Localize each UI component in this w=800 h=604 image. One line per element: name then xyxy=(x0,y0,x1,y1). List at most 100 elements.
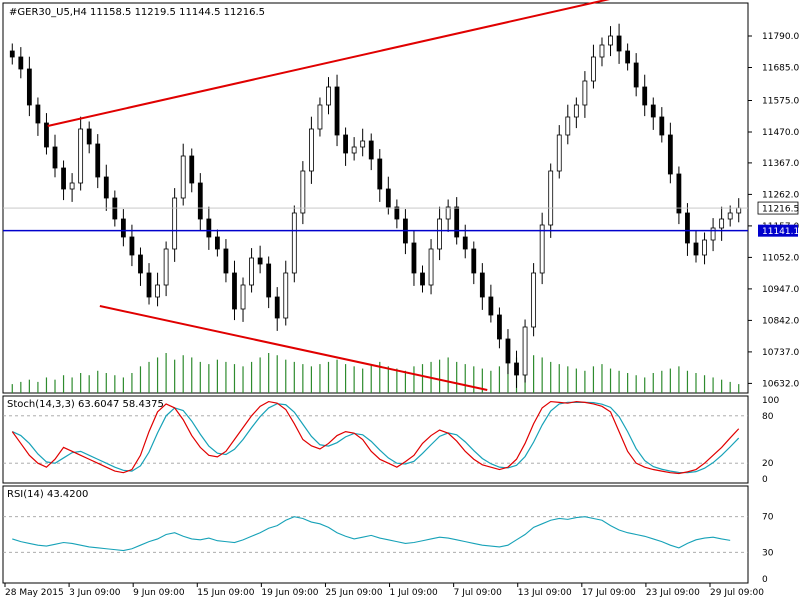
candle-body xyxy=(736,207,742,214)
candle-body xyxy=(206,218,212,238)
candle-body xyxy=(69,182,75,190)
price-tick-label: 10632.0 xyxy=(762,379,799,389)
x-tick-label: 1 Jul 09:00 xyxy=(390,588,439,598)
candle-body xyxy=(479,272,485,298)
candle-body xyxy=(394,206,400,220)
stoch-panel-frame xyxy=(2,395,749,484)
x-tick-label: 3 Jun 09:00 xyxy=(69,588,121,598)
candle-body xyxy=(428,248,434,286)
price-axis-layer: 11790.0 11685.0 11575.0 11470.0 11367.0 11262… xyxy=(748,32,799,389)
stoch-tick-label: 80 xyxy=(762,412,774,422)
candle-body xyxy=(197,182,203,220)
price-tick-label: 11262.0 xyxy=(762,190,799,200)
candle-body xyxy=(727,212,733,220)
candle-body xyxy=(599,44,605,58)
candle-body xyxy=(497,314,502,340)
candle-body xyxy=(257,257,263,265)
support-price-label: 11141.1 xyxy=(762,227,799,237)
stoch-tick-label: 0 xyxy=(762,475,768,485)
candle-body xyxy=(214,236,220,250)
candle-body xyxy=(625,50,631,64)
candle-body xyxy=(266,263,272,298)
candle-body xyxy=(514,362,519,376)
candle-body xyxy=(138,254,143,274)
candle-body xyxy=(719,218,725,229)
candle-body xyxy=(309,128,314,172)
rsi-tick-label: 30 xyxy=(762,548,774,558)
candle-body xyxy=(291,212,297,274)
candle-body xyxy=(86,128,92,145)
x-tick-label: 28 May 2015 xyxy=(5,588,64,598)
stoch-tick-label: 100 xyxy=(762,396,779,406)
candle-body xyxy=(52,146,58,169)
trendline-upper xyxy=(47,0,611,127)
x-axis-layer: 28 May 2015 3 Jun 09:00 9 Jun 09:00 15 Jun … xyxy=(4,583,764,598)
trendline-lower xyxy=(99,305,488,391)
price-tick-label: 11790.0 xyxy=(762,32,799,42)
candle-body xyxy=(445,206,451,220)
candle-body xyxy=(488,296,494,316)
candle-body xyxy=(326,86,331,106)
candle-body xyxy=(556,134,562,172)
candle-body xyxy=(129,236,135,256)
candle-body xyxy=(659,116,665,136)
volume-layer xyxy=(11,353,740,393)
stoch-d-line xyxy=(12,401,740,474)
current-price-label: 11216.5 xyxy=(762,205,799,215)
candle-body xyxy=(591,56,596,82)
candle-body xyxy=(616,35,622,52)
candle-body xyxy=(385,188,391,208)
x-tick-label: 23 Jul 09:00 xyxy=(646,588,700,598)
candle-body xyxy=(232,272,237,310)
x-tick-label: 9 Jun 09:00 xyxy=(133,588,185,598)
x-tick-label: 29 Jul 09:00 xyxy=(710,588,764,598)
candle-body xyxy=(462,236,468,250)
current-price-box xyxy=(757,201,799,215)
candle-body xyxy=(693,242,699,256)
price-tick-label: 11470.0 xyxy=(762,128,799,138)
x-tick-label: 7 Jul 09:00 xyxy=(454,588,503,598)
candle-body xyxy=(9,50,15,58)
candle-body xyxy=(420,272,425,286)
candle-body xyxy=(633,62,639,88)
support-price-box xyxy=(758,224,798,237)
symbol-header: #GER30_U5,H4 11158.5 11219.5 11144.5 112… xyxy=(9,7,265,18)
candle-body xyxy=(35,104,41,124)
candle-body xyxy=(650,104,656,118)
stoch-tick-label: 20 xyxy=(762,459,774,469)
candle-body xyxy=(573,104,579,118)
price-tick-label: 10842.0 xyxy=(762,316,799,326)
candle-body xyxy=(223,248,229,274)
x-tick-label: 17 Jul 09:00 xyxy=(582,588,636,598)
candle-body xyxy=(411,242,417,274)
candle-body xyxy=(274,296,280,319)
stoch-k-line xyxy=(11,400,740,475)
price-tick-label: 10947.0 xyxy=(762,285,799,295)
candle-body xyxy=(368,140,374,160)
candle-body xyxy=(180,155,186,199)
rsi-axis-layer: 70 30 0 xyxy=(762,513,774,585)
candle-body xyxy=(351,146,357,154)
price-tick-label: 11052.0 xyxy=(762,253,799,263)
candle-body xyxy=(120,218,126,238)
candle-body xyxy=(44,122,49,148)
candle-body xyxy=(548,170,554,226)
price-tick-label: 11367.0 xyxy=(762,159,799,169)
candle-body xyxy=(146,272,152,298)
main-panel-frame xyxy=(2,2,749,394)
candle-layer xyxy=(9,23,742,388)
candle-body xyxy=(360,140,366,148)
x-tick-label: 13 Jul 09:00 xyxy=(518,588,572,598)
candle-body xyxy=(317,104,323,130)
candle-body xyxy=(283,272,289,319)
candle-body xyxy=(676,173,682,214)
rsi-line xyxy=(12,516,731,552)
stoch-label: Stoch(14,3,3) 63.6047 58.4375 xyxy=(7,399,164,410)
price-tick-label: 10737.0 xyxy=(762,348,799,358)
rsi-label: RSI(14) 43.4200 xyxy=(7,489,88,500)
trendline-layer xyxy=(3,0,748,391)
x-tick-label: 15 Jun 09:00 xyxy=(197,588,254,598)
price-tick-label: 11575.0 xyxy=(762,97,799,107)
candle-body xyxy=(505,338,511,364)
